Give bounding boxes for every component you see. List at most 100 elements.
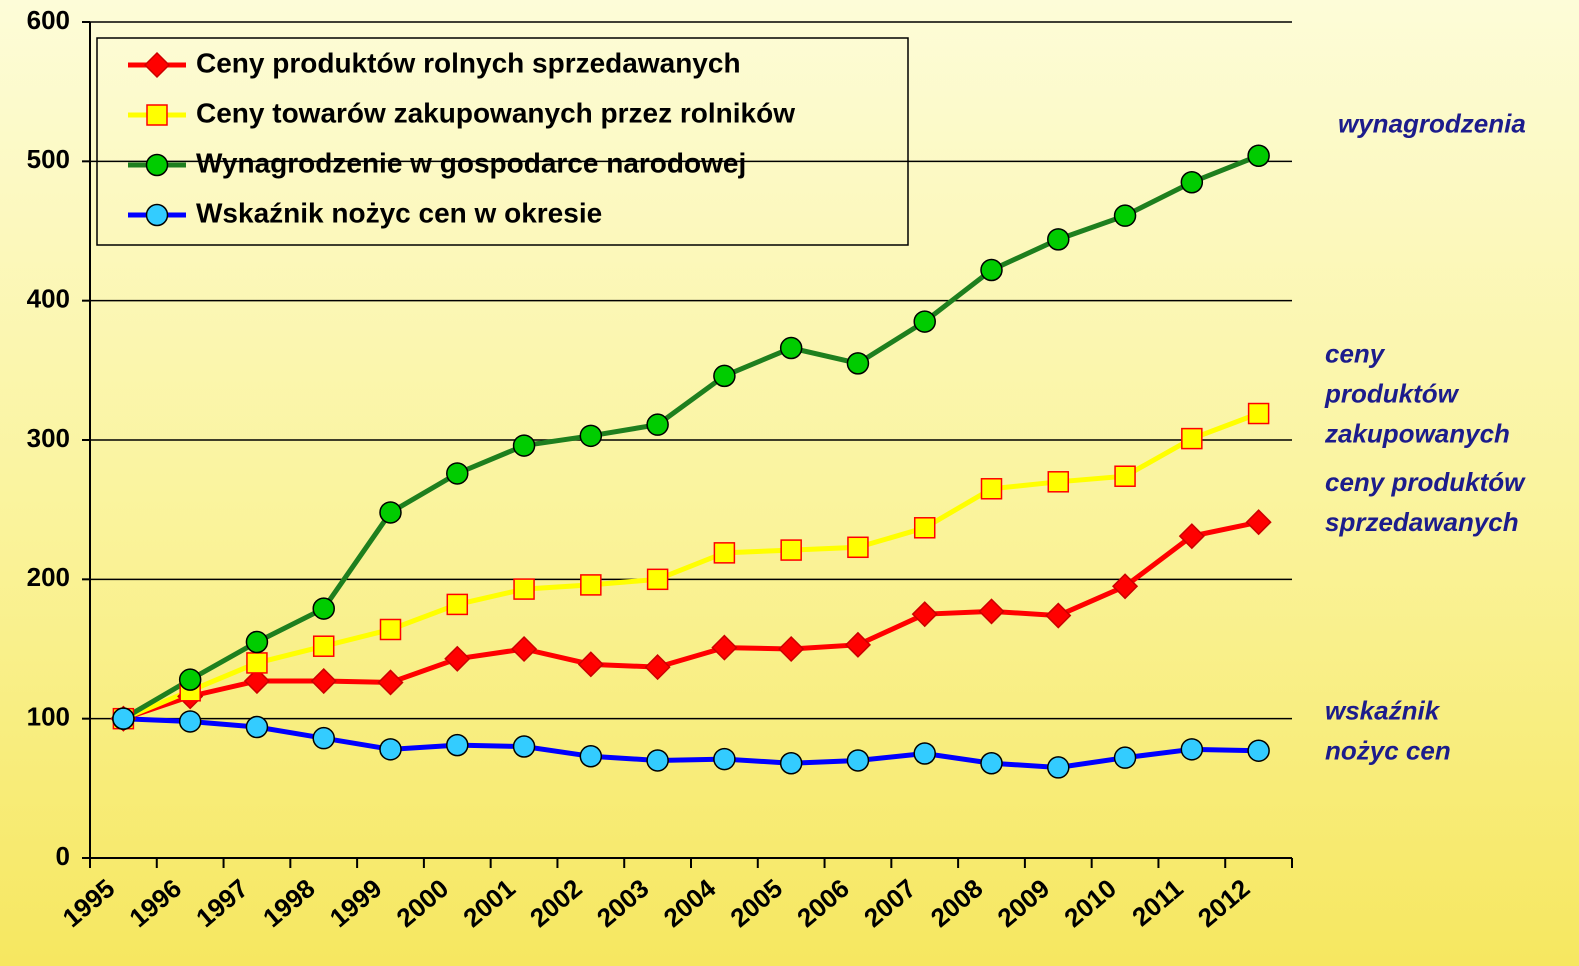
point [1113,204,1137,227]
point [1178,523,1205,550]
point [112,707,135,730]
point [911,601,938,628]
x-tick-label: 2000 [391,873,455,933]
point [310,667,337,695]
point [711,634,738,661]
point [646,413,669,436]
x-tick-label: 2003 [591,873,655,933]
x-tick-label: 2008 [925,873,989,933]
point [1247,739,1270,762]
point [913,310,936,333]
point [713,542,736,564]
point [512,434,536,457]
legend-box [96,37,909,246]
point [1180,738,1204,761]
point [580,574,602,596]
point [1047,471,1070,493]
point [1047,228,1070,251]
point [646,749,669,772]
x-tick-label: 1997 [190,873,254,933]
point [245,630,269,654]
point [846,749,870,772]
point [846,352,870,375]
point [1181,427,1203,450]
point [1113,746,1137,769]
point [1180,170,1204,194]
point [377,669,404,696]
y-tick-label: 600 [27,5,70,35]
x-tick-label: 2009 [992,873,1056,933]
point [779,752,803,775]
point [646,568,669,591]
point [913,517,936,539]
x-tick-label: 1998 [257,873,321,933]
point [847,536,869,559]
point [980,752,1003,775]
legend-marker [145,153,169,177]
series-line [123,716,1259,770]
point [713,364,736,388]
y-tick-label: 100 [27,702,70,732]
annotation: ceny [1325,338,1386,368]
point [579,745,603,768]
point [579,424,603,448]
annotation: zakupowanych [1324,418,1510,448]
legend-marker [143,51,171,79]
point [243,667,271,695]
x-tick-label: 2007 [858,873,922,933]
x-tick-label: 1996 [123,873,187,933]
point [446,733,469,757]
annotation: nożyc cen [1325,736,1451,766]
point [178,668,202,691]
point [444,645,471,672]
series-line [122,519,1260,722]
x-tick-label: 1995 [57,873,121,933]
y-tick-label: 300 [27,423,70,453]
point [913,742,936,765]
legend-label: Ceny produktów rolnych sprzedawanych [196,47,741,78]
point [510,635,538,663]
series-line [122,153,1260,721]
point [844,631,872,658]
legend-marker [146,104,168,126]
legend-label: Wskaźnik nożyc cen w okresie [196,197,602,228]
annotation: wskaźnik [1325,696,1441,726]
point [1045,602,1072,629]
point [1111,573,1139,600]
point [446,462,469,485]
point [780,539,802,561]
y-tick-label: 500 [27,144,70,174]
x-tick-label: 2001 [457,873,521,933]
legend-label: Ceny towarów zakupowanych przez rolników [196,97,795,128]
x-tick-label: 2010 [1058,873,1122,933]
x-tick-label: 1999 [324,873,388,933]
point [779,336,803,360]
point [1245,509,1272,536]
legend-label: Wynagrodzenie w gospodarce narodowej [196,147,746,178]
point [978,598,1005,625]
point [245,715,269,739]
point [178,710,202,733]
y-tick-label: 400 [27,284,70,314]
point [577,651,604,678]
annotation: produktów [1324,378,1460,408]
point [246,652,268,674]
point [513,578,535,600]
point [1247,402,1270,425]
point [512,735,536,758]
point [980,478,1003,500]
point [1047,756,1070,779]
point [379,501,402,524]
x-tick-label: 2012 [1192,873,1256,933]
point [980,258,1003,282]
legend-marker [145,203,169,227]
annotation: ceny produktów [1325,467,1526,497]
x-tick-label: 2005 [724,873,788,933]
point [1247,144,1270,168]
point [312,726,335,750]
point [644,654,671,681]
point [379,618,402,641]
x-tick-label: 2006 [791,873,855,933]
annotation: wynagrodzenia [1338,109,1526,139]
